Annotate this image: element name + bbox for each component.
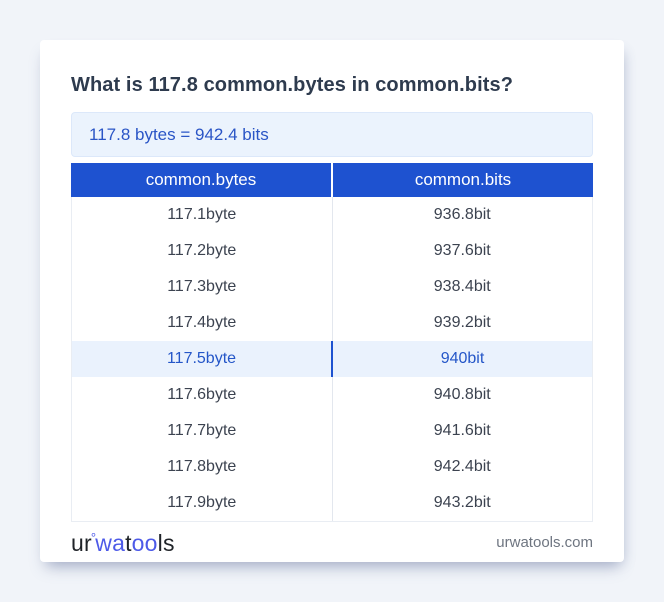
bits-value-cell: 940bit — [331, 341, 592, 377]
bits-value-cell: 938.4bit — [331, 269, 593, 305]
converter-card: What is 117.8 common.bytes in common.bit… — [40, 40, 624, 562]
bytes-value-cell: 117.6byte — [167, 386, 237, 403]
bits-value-cell: 937.6bit — [331, 233, 593, 269]
table-row: 117.9byte 943.2bit — [72, 485, 592, 521]
bits-value-cell: 941.6bit — [331, 413, 593, 449]
bytes-value-cell: 117.8byte — [167, 458, 237, 475]
bytes-value-cell: 117.9byte — [167, 494, 237, 511]
bytes-value-cell: 117.4byte — [167, 314, 237, 331]
conversion-result-text: 117.8 bytes = 942.4 bits — [89, 124, 269, 144]
bytes-value-cell: 117.3byte — [167, 278, 237, 295]
logo-segment: oo — [131, 529, 158, 556]
logo-segment: t — [125, 529, 132, 556]
bytes-value-cell: 117.2byte — [167, 242, 237, 259]
table-row: 117.7byte 941.6bit — [72, 413, 592, 449]
table-row: 117.4byte 939.2bit — [72, 305, 592, 341]
page-title: What is 117.8 common.bytes in common.bit… — [71, 74, 514, 96]
table-row: 117.8byte 942.4bit — [72, 449, 592, 485]
table-row: 117.1byte 936.8bit — [72, 197, 592, 233]
bits-value-cell: 943.2bit — [331, 485, 593, 521]
table-header-bytes: common.bytes — [145, 170, 257, 189]
table-row: 117.2byte 937.6bit — [72, 233, 592, 269]
logo-segment: ls — [157, 529, 175, 556]
bytes-value-cell: 117.5byte — [166, 350, 237, 367]
logo-segment: wa — [95, 529, 126, 556]
table-body: 117.1byte 936.8bit 117.2byte 937.6bit 11… — [71, 197, 593, 522]
bits-value-cell: 942.4bit — [331, 449, 593, 485]
table-header-row: common.bytes common.bits — [71, 163, 593, 197]
conversion-result-box: 117.8 bytes = 942.4 bits — [71, 112, 593, 157]
logo-segment: ° — [90, 529, 97, 545]
bits-value-cell: 936.8bit — [331, 197, 593, 233]
table-row: 117.5byte 940bit — [72, 341, 592, 377]
urwatools-logo[interactable]: ur°watools — [71, 531, 175, 555]
site-domain-text: urwatools.com — [496, 534, 593, 551]
table-row: 117.6byte 940.8bit — [72, 377, 592, 413]
bytes-value-cell: 117.1byte — [167, 206, 237, 223]
card-footer: ur°watools urwatools.com — [71, 523, 593, 562]
bytes-value-cell: 117.7byte — [167, 422, 237, 439]
table-header-bits: common.bits — [331, 163, 593, 197]
table-row: 117.3byte 938.4bit — [72, 269, 592, 305]
logo-segment: ur — [71, 529, 92, 556]
bits-value-cell: 939.2bit — [331, 305, 593, 341]
conversion-table: common.bytes common.bits 117.1byte 936.8… — [71, 163, 593, 522]
bits-value-cell: 940.8bit — [331, 377, 593, 413]
